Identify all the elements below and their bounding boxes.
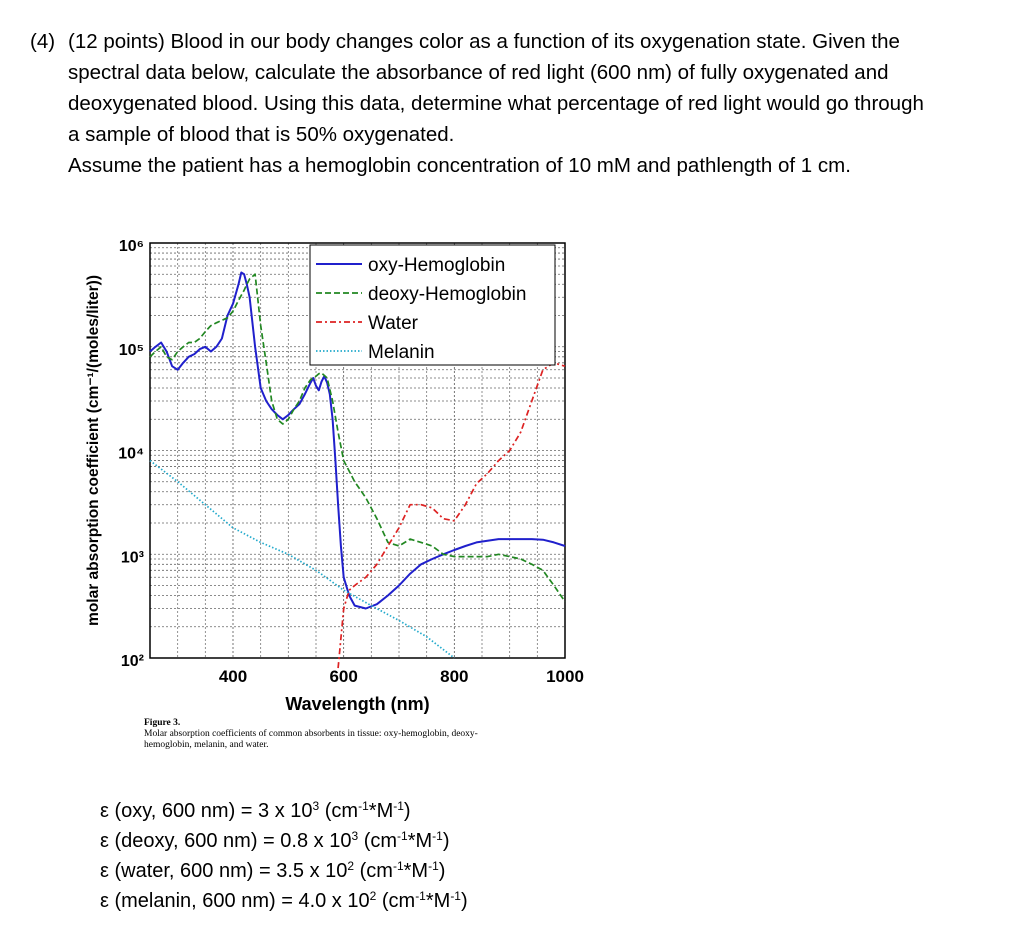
plot-frame bbox=[149, 242, 566, 659]
question-number: (4) bbox=[30, 30, 56, 53]
x-tick-label: 1000 bbox=[546, 667, 584, 686]
question-text: (12 points) Blood in our body changes co… bbox=[68, 26, 1018, 181]
question-line: (12 points) Blood in our body changes co… bbox=[68, 30, 900, 53]
epsilon-deoxy: ε (deoxy, 600 nm) = 0.8 x 103 (cm-1*M-1) bbox=[100, 829, 450, 852]
series-group bbox=[149, 271, 566, 669]
epsilon-oxy: ε (oxy, 600 nm) = 3 x 103 (cm-1*M-1) bbox=[100, 799, 411, 822]
epsilon-water: ε (water, 600 nm) = 3.5 x 102 (cm-1*M-1) bbox=[100, 859, 446, 882]
x-tick-label: 600 bbox=[329, 667, 357, 686]
series-line-oxy-hemoglobin bbox=[149, 271, 566, 610]
epsilon-melanin: ε (melanin, 600 nm) = 4.0 x 102 (cm-1*M-… bbox=[100, 889, 468, 912]
legend-entry: deoxy-Hemoglobin bbox=[368, 284, 526, 305]
legend-entry: oxy-Hemoglobin bbox=[368, 255, 505, 276]
x-tick-label: 400 bbox=[219, 667, 247, 686]
figure-title: Figure 3. bbox=[144, 718, 181, 728]
series-line-deoxy-hemoglobin bbox=[149, 273, 566, 603]
x-axis-label: Wavelength (nm) bbox=[285, 694, 429, 714]
question-line: spectral data below, calculate the absor… bbox=[68, 61, 889, 84]
legend-entry: Melanin bbox=[368, 342, 435, 363]
y-tick-label: 10² bbox=[121, 653, 144, 670]
absorption-spectrum-chart: 400 600 800 1000 10⁶ 10⁵ 10⁴ 10³ 10² Wavelength (… bbox=[85, 238, 584, 714]
figure-caption-text: Molar absorption coefficients of common … bbox=[144, 729, 478, 750]
x-tick-label: 800 bbox=[440, 667, 468, 686]
y-tick-label: 10⁶ bbox=[119, 238, 144, 255]
figure-caption: Figure 3. Molar absorption coefficients … bbox=[144, 718, 524, 751]
series-line-water bbox=[337, 361, 566, 669]
question-line: deoxygenated blood. Using this data, det… bbox=[68, 92, 924, 115]
legend-entry: Water bbox=[368, 313, 419, 334]
legend: oxy-Hemoglobin deoxy-Hemoglobin Water Melan… bbox=[309, 244, 556, 366]
y-axis-label: molar absorption coefficient (cm⁻¹/(mole… bbox=[85, 275, 102, 626]
y-tick-label: 10⁵ bbox=[119, 342, 144, 359]
question-line: a sample of blood that is 50% oxygenated… bbox=[68, 123, 455, 146]
question-assumption: Assume the patient has a hemoglobin conc… bbox=[68, 154, 851, 177]
epsilon-list: ε (oxy, 600 nm) = 3 x 103 (cm-1*M-1) ε (… bbox=[100, 796, 468, 916]
y-tick-label: 10⁴ bbox=[118, 446, 144, 463]
y-tick-label: 10³ bbox=[121, 549, 144, 566]
